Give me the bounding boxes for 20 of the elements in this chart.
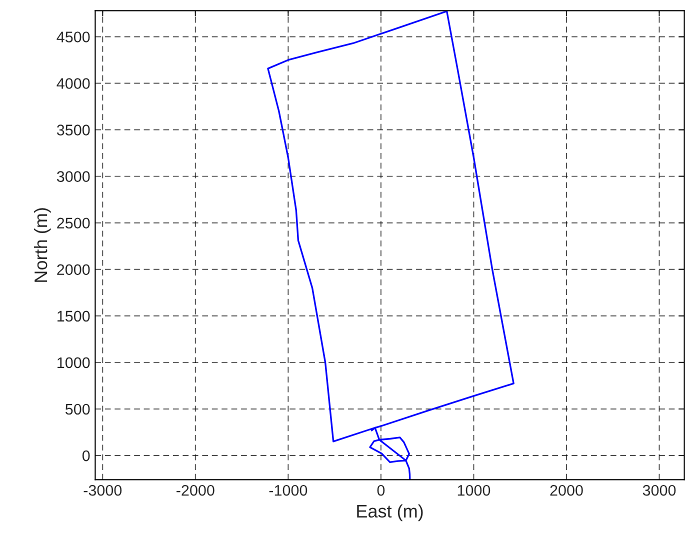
line-series (267, 10, 514, 480)
x-axis-title: East (m) (357, 504, 423, 522)
y-tick-label: 2500 (57, 218, 90, 229)
x-tick-label: 2000 (550, 484, 583, 496)
y-tick-label: 2000 (57, 264, 90, 276)
y-tick-label: 1000 (58, 357, 90, 368)
y-tick-label: 3500 (56, 124, 90, 136)
y-tick-label: 1500 (58, 310, 90, 322)
y-tick-label: 4000 (56, 78, 90, 89)
x-tick-label: -3000 (84, 484, 122, 496)
x-tick-label: 3000 (642, 484, 676, 496)
x-tick-label: 1000 (458, 484, 490, 496)
y-tick-label: 3000 (56, 171, 90, 182)
y-tick-label: 500 (65, 404, 90, 415)
y-tick-label: 4500 (56, 32, 90, 42)
x-tick-label: -1000 (269, 484, 308, 496)
x-tick-label: 0 (377, 484, 385, 496)
x-tick-label: -2000 (176, 484, 214, 496)
y-tick-label: 0 (82, 450, 90, 462)
y-axis-title: North (m) (34, 208, 51, 282)
